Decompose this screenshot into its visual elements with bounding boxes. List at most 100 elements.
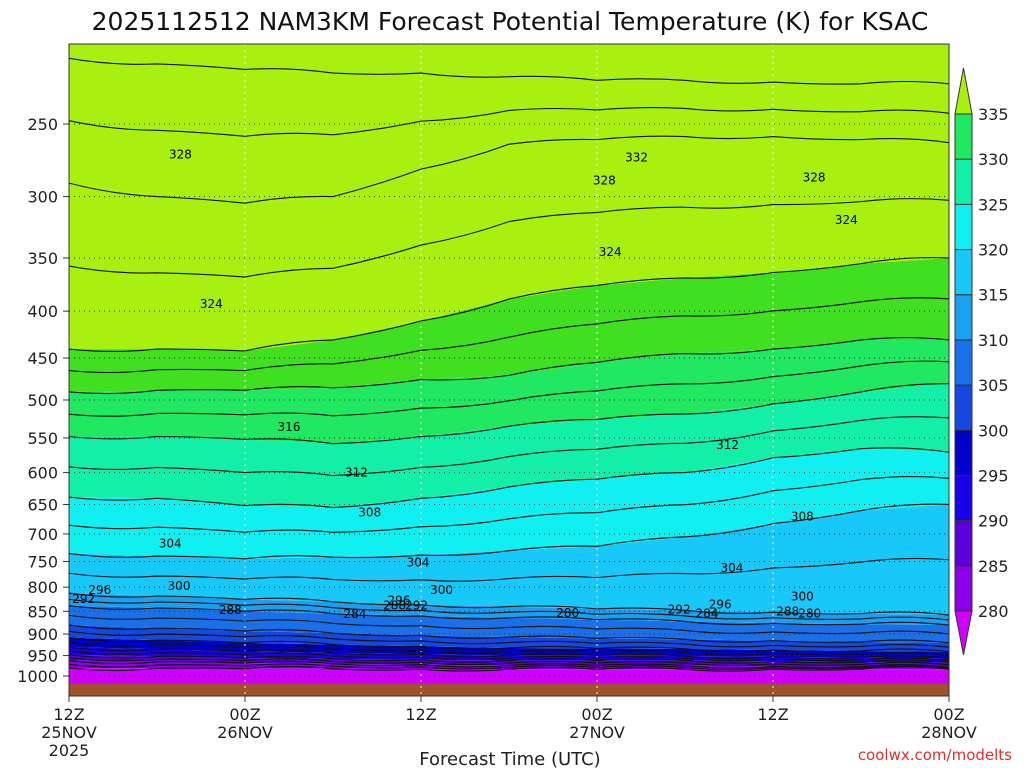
colorbar-label: 320 — [978, 241, 1009, 260]
contour-line — [69, 592, 949, 616]
contour-line — [69, 650, 949, 662]
contour-line — [69, 614, 949, 635]
colorbar-swatch — [954, 520, 973, 567]
contour-label: 304 — [407, 556, 430, 570]
y-tick-label: 400 — [27, 302, 58, 321]
temperature-band — [69, 339, 949, 444]
contour-label: 332 — [625, 151, 648, 165]
contour-label: 316 — [278, 420, 301, 434]
contour-line — [69, 503, 949, 560]
contour-label: 284 — [344, 607, 367, 621]
y-tick-label: 850 — [27, 602, 58, 621]
y-tick-label: 250 — [27, 115, 58, 134]
contour-line — [69, 605, 949, 626]
temperature-band — [69, 58, 949, 204]
contour-label: 296 — [709, 598, 732, 612]
plot-frame — [68, 43, 950, 697]
contour-line — [69, 646, 949, 660]
contour-label: 312 — [716, 438, 739, 452]
contour-label: 292 — [405, 599, 428, 613]
contour-label: 324 — [200, 297, 223, 311]
contour-label: 324 — [599, 245, 622, 259]
colorbar-label: 285 — [978, 557, 1009, 576]
y-tick-label: 350 — [27, 249, 58, 268]
contour-label: 288 — [776, 604, 799, 618]
temperature-band — [69, 44, 949, 84]
contour-line — [69, 383, 949, 445]
contour-label: 284 — [696, 607, 719, 621]
contour-line — [69, 476, 949, 533]
contour-line — [69, 660, 949, 669]
credit-text: coolwx.com/modelts — [858, 746, 1012, 764]
contour-line — [69, 135, 949, 204]
y-tick-label: 500 — [27, 391, 58, 410]
colorbar-label: 280 — [978, 602, 1009, 621]
chart-title: 2025112512 NAM3KM Forecast Potential Tem… — [92, 7, 929, 36]
colorbar-label: 315 — [978, 286, 1009, 305]
temperature-band — [69, 625, 949, 652]
temperature-band — [69, 136, 949, 351]
colorbar-swatch — [954, 429, 973, 476]
contour-line — [69, 630, 949, 648]
colorbar-label: 300 — [978, 421, 1009, 440]
y-tick-label: 300 — [27, 188, 58, 207]
colorbar-swatch — [954, 565, 973, 612]
contour-label: 312 — [345, 466, 368, 480]
colorbar-swatch — [954, 384, 973, 431]
y-tick-label: 800 — [27, 578, 58, 597]
contour-label: 288 — [219, 603, 242, 617]
colorbar-label: 290 — [978, 512, 1009, 531]
contour-line — [69, 198, 949, 278]
contour-label: 296 — [88, 583, 111, 597]
colorbar: 280 285 290 295 300 305 310 315 320 325 330 335 — [954, 67, 1009, 656]
x-tick-date: 26NOV — [217, 723, 273, 742]
contour-label: 296 — [388, 593, 411, 607]
y-tick-label: 1000 — [17, 667, 58, 686]
colorbar-swatch — [954, 249, 973, 296]
contour-label: 280 — [556, 606, 579, 620]
x-tick-label: 00Z — [933, 705, 964, 724]
colorbar-bottom-arrow — [954, 610, 973, 656]
y-tick-label: 650 — [27, 495, 58, 514]
contour-label: 308 — [358, 505, 381, 519]
contour-line — [69, 107, 949, 137]
x-tick-label: 12Z — [757, 705, 788, 724]
y-tick-label: 700 — [27, 525, 58, 544]
colorbar-label: 335 — [978, 105, 1009, 124]
colorbar-swatch — [954, 158, 973, 205]
contour-label: 304 — [720, 561, 743, 575]
contour-line — [69, 360, 949, 417]
x-tick-year: 2025 — [49, 741, 90, 760]
plot-area — [69, 44, 949, 696]
colorbar-top-arrow — [954, 67, 973, 115]
contour-line — [69, 663, 949, 671]
colorbar-label: 295 — [978, 466, 1009, 485]
x-axis-label: Forecast Time (UTC) — [419, 749, 600, 768]
contour-line — [69, 657, 949, 667]
contour-line — [69, 337, 949, 395]
x-tick-label: 00Z — [229, 705, 260, 724]
x-tick-label: 12Z — [53, 705, 84, 724]
contour-line — [69, 637, 949, 653]
temperature-band — [69, 593, 949, 626]
temperature-band — [69, 383, 949, 508]
contour-label: 292 — [668, 602, 691, 616]
y-tick-label: 550 — [27, 429, 58, 448]
contour-label: 328 — [593, 173, 616, 187]
contour-label: 304 — [159, 537, 182, 551]
x-tick-date: 28NOV — [921, 723, 977, 742]
contour-line — [69, 624, 949, 644]
contour-label: 324 — [835, 213, 858, 227]
contour-line — [69, 57, 949, 85]
colorbar-label: 310 — [978, 331, 1009, 350]
contour-line — [69, 665, 949, 672]
contour-label: 300 — [430, 583, 453, 597]
contour-line — [69, 447, 949, 509]
contour-label: 328 — [169, 148, 192, 162]
contour-label: 288 — [383, 599, 406, 613]
x-tick-date: 25NOV — [41, 723, 97, 742]
temperature-band — [69, 448, 949, 559]
contour-line — [69, 257, 949, 353]
y-tick-label: 750 — [27, 552, 58, 571]
